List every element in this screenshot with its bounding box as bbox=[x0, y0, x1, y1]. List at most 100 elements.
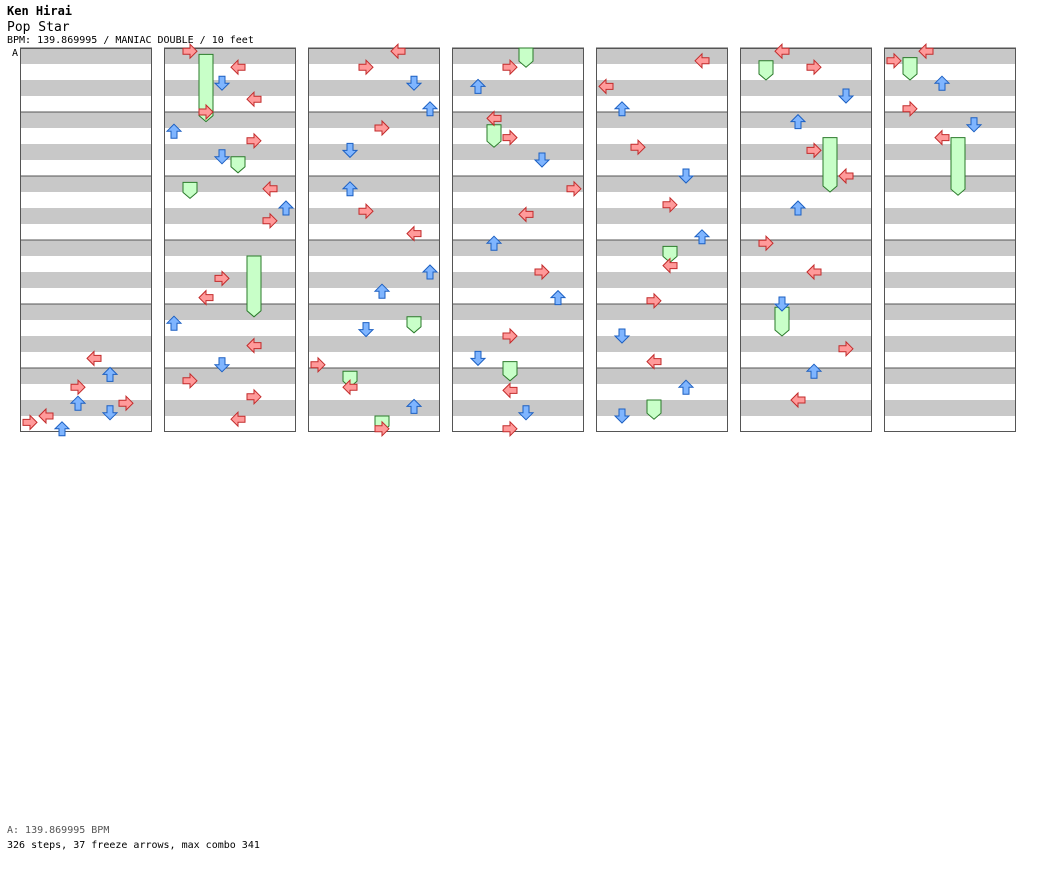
beat-stripe bbox=[164, 112, 296, 128]
right-arrow-icon bbox=[198, 103, 214, 121]
freeze-arrow bbox=[950, 137, 966, 196]
left-arrow-icon bbox=[790, 391, 806, 409]
column-border bbox=[740, 48, 872, 432]
beat-stripe bbox=[740, 176, 872, 192]
down-arrow-icon bbox=[469, 350, 487, 367]
left-arrow-icon bbox=[806, 263, 822, 281]
left-arrow-icon bbox=[246, 337, 262, 354]
beat-stripe bbox=[884, 144, 1016, 160]
beat-stripe bbox=[740, 240, 872, 256]
chart-column bbox=[308, 47, 440, 432]
left-arrow-icon bbox=[646, 353, 662, 370]
beat-stripe bbox=[308, 208, 440, 224]
beat-stripe bbox=[452, 208, 584, 224]
beat-stripe bbox=[164, 336, 296, 352]
up-arrow-icon bbox=[549, 289, 567, 306]
up-arrow-icon bbox=[613, 101, 631, 117]
beat-stripe bbox=[452, 112, 584, 128]
freeze-arrow bbox=[230, 156, 246, 174]
left-arrow-icon bbox=[406, 225, 422, 242]
beat-stripe bbox=[308, 80, 440, 96]
beat-stripe bbox=[20, 112, 152, 128]
up-arrow-icon bbox=[341, 181, 359, 197]
left-arrow-icon bbox=[502, 382, 518, 399]
right-arrow-icon bbox=[566, 180, 582, 198]
up-arrow-icon bbox=[165, 123, 183, 139]
beat-stripe bbox=[452, 144, 584, 160]
beat-stripe bbox=[452, 304, 584, 320]
beat-stripe bbox=[308, 304, 440, 320]
right-arrow-icon bbox=[806, 142, 822, 159]
beat-stripe bbox=[164, 48, 296, 64]
beat-stripe bbox=[20, 240, 152, 256]
right-arrow-icon bbox=[310, 356, 326, 374]
beat-stripe bbox=[884, 304, 1016, 320]
right-arrow-icon bbox=[502, 420, 518, 438]
down-arrow-icon bbox=[213, 75, 231, 91]
up-arrow-icon bbox=[421, 101, 439, 117]
up-arrow-icon bbox=[933, 75, 951, 91]
chart-column bbox=[452, 47, 584, 432]
freeze-arrow bbox=[646, 399, 662, 420]
beat-stripe bbox=[308, 144, 440, 160]
left-arrow-icon bbox=[230, 58, 246, 76]
beat-stripe bbox=[596, 400, 728, 416]
beat-stripe bbox=[740, 368, 872, 384]
beat-stripe bbox=[596, 208, 728, 224]
left-arrow-icon bbox=[486, 110, 502, 127]
beat-stripe bbox=[164, 240, 296, 256]
beat-stripe bbox=[452, 176, 584, 192]
beat-stripe bbox=[452, 336, 584, 352]
right-arrow-icon bbox=[246, 388, 262, 406]
beat-stripe bbox=[884, 240, 1016, 256]
down-arrow-icon bbox=[965, 117, 983, 133]
right-arrow-icon bbox=[630, 138, 646, 156]
beat-stripe bbox=[596, 336, 728, 352]
left-arrow-icon bbox=[694, 52, 710, 70]
right-arrow-icon bbox=[182, 372, 198, 390]
beat-stripe bbox=[884, 272, 1016, 288]
up-arrow-icon bbox=[101, 366, 119, 382]
chart-column bbox=[20, 47, 152, 432]
beat-stripe bbox=[308, 400, 440, 416]
down-arrow-icon bbox=[517, 405, 535, 421]
beat-stripe bbox=[164, 80, 296, 96]
up-arrow-icon bbox=[693, 229, 711, 245]
freeze-arrow bbox=[182, 181, 198, 200]
column-border bbox=[164, 48, 296, 432]
bpm-footer: A: 139.869995 BPM bbox=[7, 825, 110, 836]
up-arrow-icon bbox=[277, 200, 295, 216]
down-arrow-icon bbox=[101, 405, 119, 421]
beat-stripe bbox=[884, 80, 1016, 96]
up-arrow-icon bbox=[469, 78, 487, 94]
up-arrow-icon bbox=[789, 200, 807, 216]
right-arrow-icon bbox=[902, 100, 918, 118]
left-arrow-icon bbox=[838, 167, 854, 185]
left-arrow-icon bbox=[198, 289, 214, 306]
right-arrow-icon bbox=[534, 263, 550, 281]
beat-stripe bbox=[740, 400, 872, 416]
right-arrow-icon bbox=[886, 52, 902, 70]
right-arrow-icon bbox=[358, 58, 374, 76]
beat-stripe bbox=[164, 400, 296, 416]
beat-stripe bbox=[452, 272, 584, 288]
freeze-arrow bbox=[246, 255, 262, 318]
down-arrow-icon bbox=[613, 408, 631, 424]
right-arrow-icon bbox=[374, 119, 390, 137]
left-arrow-icon bbox=[262, 180, 278, 198]
beat-stripe bbox=[884, 400, 1016, 416]
right-arrow-icon bbox=[214, 270, 230, 287]
beat-stripe bbox=[740, 304, 872, 320]
freeze-arrow bbox=[902, 57, 918, 81]
left-arrow-icon bbox=[598, 78, 614, 95]
column-border bbox=[308, 48, 440, 432]
beat-stripe bbox=[164, 368, 296, 384]
freeze-arrow bbox=[486, 124, 502, 148]
beat-stripe bbox=[596, 80, 728, 96]
beat-stripe bbox=[884, 176, 1016, 192]
beat-stripe bbox=[308, 176, 440, 192]
beat-stripe bbox=[452, 368, 584, 384]
beat-stripe bbox=[164, 272, 296, 288]
freeze-arrow bbox=[822, 137, 838, 193]
